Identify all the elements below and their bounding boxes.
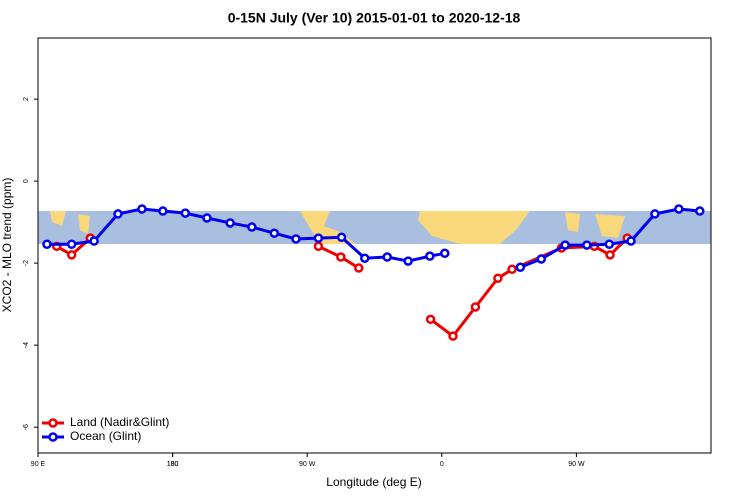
data-point xyxy=(403,256,413,266)
data-point xyxy=(336,252,346,262)
data-point xyxy=(507,264,517,275)
data-point xyxy=(604,239,615,250)
data-point xyxy=(66,250,77,260)
data-point xyxy=(89,236,99,246)
data-point xyxy=(695,206,705,216)
chart-title: 0-15N July (Ver 10) 2015-01-01 to 2020-1… xyxy=(228,10,521,26)
data-point xyxy=(470,302,481,312)
data-point xyxy=(66,239,77,250)
y-tick-label: -6 xyxy=(23,424,30,430)
data-point xyxy=(137,204,147,214)
data-point xyxy=(313,241,324,252)
data-point xyxy=(180,208,191,218)
y-tick-label: -2 xyxy=(23,260,30,266)
x-tick-label: 0 xyxy=(440,461,444,468)
data-point xyxy=(313,233,324,243)
data-point xyxy=(382,252,392,262)
y-tick-label: 2 xyxy=(23,97,30,101)
data-point xyxy=(448,331,458,341)
data-point xyxy=(42,239,52,250)
x-tick-label: 90 W xyxy=(568,461,585,468)
data-point xyxy=(440,248,450,259)
legend-label: Ocean (Glint) xyxy=(70,429,141,443)
y-tick-label: -4 xyxy=(23,342,30,348)
data-point xyxy=(291,234,301,244)
x-tick-label: 180 xyxy=(167,461,179,468)
map-strip xyxy=(38,211,711,244)
data-point xyxy=(425,314,436,325)
data-point xyxy=(493,273,503,284)
data-point xyxy=(336,232,347,243)
data-point xyxy=(674,204,684,214)
x-axis-label: Longitude (deg E) xyxy=(326,475,421,489)
data-point xyxy=(360,253,370,263)
x-tick-label: 180 xyxy=(167,461,179,468)
data-point xyxy=(650,209,660,219)
data-point xyxy=(158,206,168,216)
data-point xyxy=(425,251,435,261)
data-point xyxy=(202,213,212,223)
data-point xyxy=(113,209,123,219)
data-point xyxy=(354,263,364,273)
data-point xyxy=(582,240,592,250)
data-point xyxy=(269,228,280,238)
legend: Land (Nadir&Glint)Ocean (Glint) xyxy=(42,415,169,443)
data-point xyxy=(536,254,547,264)
y-tick-label: 0 xyxy=(23,179,30,183)
data-point xyxy=(560,240,570,250)
plot-frame xyxy=(37,37,712,454)
data-point xyxy=(626,236,636,246)
x-tick-label: 90 W xyxy=(299,461,316,468)
data-point xyxy=(247,222,257,232)
legend-marker xyxy=(48,418,58,428)
y-axis-label: XCO2 - MLO trend (ppm) xyxy=(0,178,14,313)
data-point xyxy=(605,250,615,260)
legend-label: Land (Nadir&Glint) xyxy=(70,415,169,429)
legend-marker xyxy=(48,432,58,442)
data-point xyxy=(225,218,235,228)
x-tick-label: 90 E xyxy=(31,461,46,468)
data-point xyxy=(515,262,526,272)
